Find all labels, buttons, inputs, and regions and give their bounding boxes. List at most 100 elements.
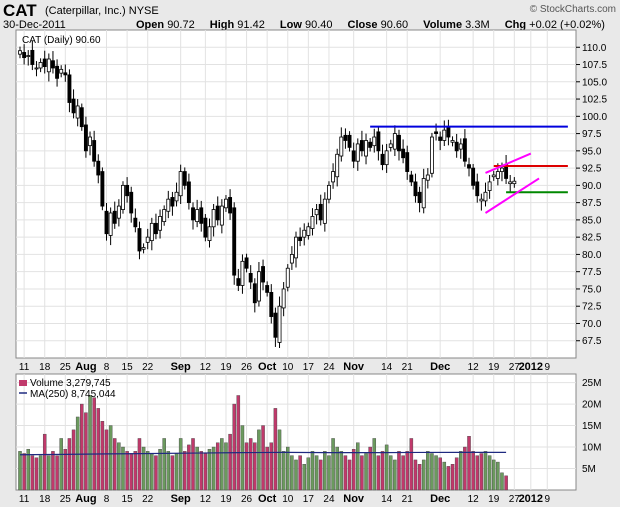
candle-body — [240, 260, 245, 286]
date-tick-label: 17 — [303, 362, 315, 373]
volume-bar — [500, 472, 504, 491]
date-tick-label: Aug — [75, 361, 96, 373]
price-tick-label: 87.5 — [582, 198, 602, 209]
volume-bar — [413, 459, 418, 491]
candle-body — [479, 198, 484, 202]
candle-body — [372, 136, 377, 147]
candle-body — [112, 210, 117, 224]
candle-body — [92, 140, 97, 162]
candle-body — [409, 174, 414, 183]
candle-body — [149, 222, 154, 242]
volume-bar — [475, 455, 479, 491]
volume-bar — [487, 455, 492, 491]
date-tick-label: 10 — [282, 494, 294, 505]
volume-bar — [211, 446, 216, 491]
volume-bar — [96, 408, 101, 491]
date-tick-label: 15 — [122, 362, 134, 373]
candle-body — [322, 198, 327, 224]
volume-bar — [178, 438, 183, 491]
date-tick-label: 8 — [104, 494, 110, 505]
volume-bar — [405, 451, 409, 491]
date-tick-label: 2012 — [519, 361, 543, 373]
candle-body — [79, 107, 84, 128]
company-exchange: (Caterpillar, Inc.) NYSE — [45, 5, 159, 17]
candle-body — [318, 203, 323, 221]
candle-body — [446, 126, 451, 138]
date-tick-label: 11 — [19, 494, 30, 505]
date-tick-label: 18 — [39, 494, 51, 505]
date-tick-label: 25 — [60, 362, 72, 373]
volume-bar — [454, 457, 459, 491]
candle-body — [178, 171, 183, 197]
volume-bar — [323, 451, 327, 491]
candle-body — [512, 180, 517, 185]
volume-bar — [389, 455, 393, 491]
candle-body — [174, 191, 179, 202]
candle-body — [314, 209, 319, 216]
price-tick-label: 85.0 — [582, 215, 602, 226]
volume-bar — [42, 433, 47, 491]
candle-body — [125, 184, 130, 197]
volume-bar — [265, 446, 269, 491]
chart-header: CAT (Caterpillar, Inc.) NYSE 30-Dec-2011… — [0, 0, 620, 36]
volume-bar — [421, 459, 426, 491]
volume-bar — [199, 451, 203, 491]
volume-bar — [215, 442, 220, 491]
volume-bar — [145, 451, 150, 491]
volume-bar — [438, 457, 442, 491]
candle-body — [302, 229, 307, 238]
date-tick-label: 24 — [323, 362, 335, 373]
candle-body — [483, 191, 488, 202]
chart-date: 30-Dec-2011 — [3, 19, 66, 31]
date-tick-label: 22 — [142, 362, 154, 373]
date-tick-label: 27 — [509, 362, 521, 373]
volume-bar — [335, 446, 339, 491]
volume-bar — [55, 455, 59, 491]
volume-bar — [434, 455, 438, 491]
candle-body — [121, 184, 125, 210]
candle-body — [42, 58, 47, 67]
candle-body — [335, 153, 340, 178]
volume-bar — [368, 446, 372, 491]
high-value: 91.42 — [237, 19, 265, 31]
candle-body — [462, 138, 467, 162]
volume-bar — [257, 429, 261, 491]
date-tick-label: 19 — [220, 494, 232, 505]
candle-body — [116, 205, 121, 219]
volume-bar — [67, 438, 72, 491]
volume-bar — [298, 455, 302, 491]
copyright: © StockCharts.com — [529, 4, 616, 15]
candle-body — [104, 210, 109, 235]
date-tick-label: 12 — [200, 362, 212, 373]
candle-body — [487, 181, 492, 191]
volume-bar — [30, 455, 35, 491]
volume-bar — [187, 444, 191, 491]
volume-bar — [203, 453, 208, 491]
volume-tick-label: 15M — [582, 421, 601, 432]
volume-bar — [125, 451, 129, 491]
candle-body — [376, 131, 381, 152]
annotation-trendline — [485, 152, 532, 174]
volume-bar — [364, 453, 368, 491]
price-panel — [15, 29, 577, 359]
date-tick-label: 24 — [323, 494, 335, 505]
candle-body — [261, 266, 265, 283]
candle-body — [162, 209, 167, 223]
date-tick-label: Oct — [258, 493, 277, 505]
volume-bar — [314, 455, 319, 491]
price-tick-label: 90.0 — [582, 181, 602, 192]
candle-body — [442, 129, 447, 141]
candle-body — [298, 236, 303, 242]
candle-body — [96, 160, 101, 176]
candle-body — [347, 134, 352, 148]
volume-bar — [430, 453, 434, 491]
candle-body — [232, 207, 237, 276]
volume-bar — [63, 448, 68, 491]
volume-bar — [141, 446, 146, 491]
candle-body — [310, 216, 315, 229]
candle-body — [59, 68, 64, 74]
date-tick-label: Sep — [171, 493, 191, 505]
volume-bar — [269, 442, 274, 491]
date-tick-label: 9 — [545, 362, 551, 373]
